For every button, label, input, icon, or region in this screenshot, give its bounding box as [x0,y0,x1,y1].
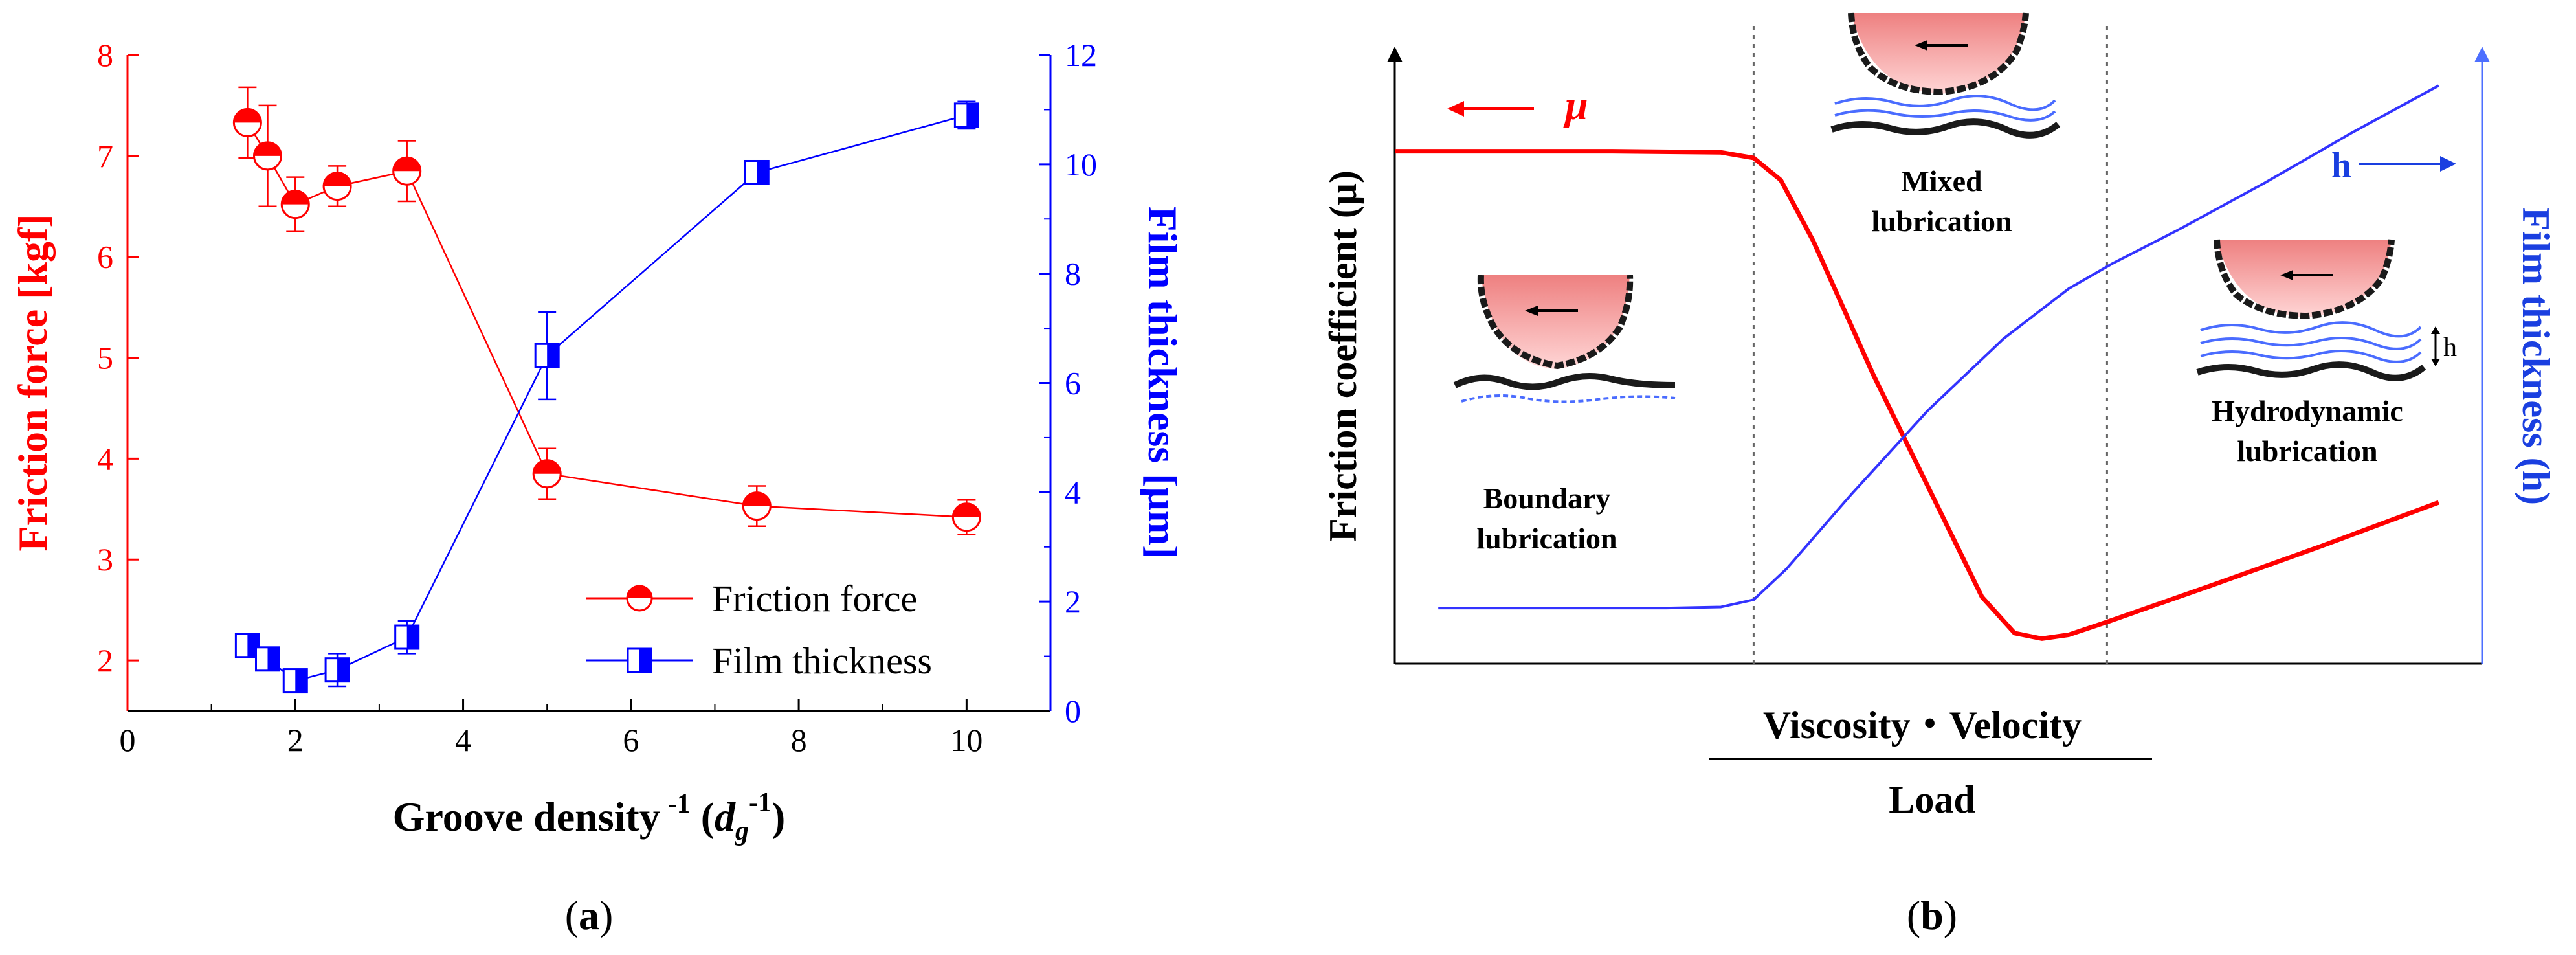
x-tick-label: 10 [950,722,983,758]
film-axis-ticks: 0 2 4 6 8 10 12 [1039,37,1097,729]
x-tick-label: 2 [287,722,304,758]
right-axis-arrow [2474,47,2490,62]
film-tick-label: 10 [1065,146,1097,183]
film-tick-label: 6 [1065,365,1081,401]
friction-point-fill [254,142,282,156]
film-tick-label: 8 [1065,256,1081,292]
x-tick-label: 8 [791,722,807,758]
film-point-fill [547,344,559,368]
friction-tick-label: 6 [97,239,113,275]
legend-item-film: Film thickness [586,640,932,682]
friction-tick-label: 3 [97,541,113,578]
friction-coefficient-curve [1395,149,2440,641]
friction-tick-label: 7 [97,138,113,174]
friction-point-fill [234,109,261,123]
friction-coefficient-axis-title: Friction coefficient (μ) [1322,170,1364,542]
film-point-fill [295,669,307,693]
hydrodynamic-schematic: h [2196,239,2457,381]
mu-direction-label: μ [1447,82,1588,128]
h-direction-label: h [2331,146,2456,186]
film-gap-label: h [2443,333,2457,363]
panel-a-caption: (a) [565,892,614,938]
legend-film-marker-fill [639,649,651,672]
film-tick-label: 4 [1065,474,1081,510]
film-point-fill [966,103,979,127]
friction-tick-label: 8 [97,37,113,73]
x-axis-title: Groove density -1 (dg-1) [393,788,786,846]
legend-friction-marker-fill [627,586,652,598]
mu-label: μ [1563,82,1588,128]
friction-point-fill [393,157,421,172]
x-axis-ticks: 0 2 4 6 8 10 [120,699,983,758]
x-axis-denominator: Load [1889,778,1975,821]
friction-point-fill [953,503,981,517]
boundary-schematic [1453,275,1676,403]
panel-a-series [232,86,981,694]
film-tick-label: 12 [1065,37,1097,73]
legend-friction-label: Friction force [712,578,917,620]
friction-point-fill [743,492,771,506]
friction-axis-title: Friction force [kgf] [10,214,56,551]
hydrodynamic-region-label: Hydrodynamic lubrication [2212,394,2403,467]
friction-tick-label: 5 [97,340,113,376]
left-axis-arrow [1387,47,1403,62]
film-point-fill [757,161,769,185]
mixed-region-label: Mixed lubrication [1871,164,2012,238]
x-tick-label: 0 [120,722,136,758]
legend: Friction force Film thickness [586,578,932,682]
film-point-fill [406,625,419,649]
film-point-fill [337,658,350,682]
film-tick-label: 0 [1065,693,1081,729]
film-thickness-axis-title: Film thickness (h) [2515,207,2557,505]
film-tick-label: 2 [1065,583,1081,620]
panel-b-chart: μ h [1322,12,2557,938]
film-thickness-curve [1438,84,2439,610]
panel-b-caption: (b) [1907,892,1957,938]
friction-point-fill [533,460,561,474]
friction-point-fill [324,172,351,186]
x-tick-label: 4 [455,722,471,758]
film-point-fill [267,647,280,671]
mixed-schematic [1830,12,2061,139]
legend-film-label: Film thickness [712,640,932,682]
friction-tick-label: 4 [97,440,113,477]
film-axis-title: Film thickness [μm] [1140,207,1186,559]
h-label: h [2331,146,2351,186]
x-axis-numerator: Viscosity・Velocity [1763,704,2082,747]
friction-line [247,122,967,519]
friction-point-fill [282,190,309,205]
legend-item-friction: Friction force [586,578,917,620]
friction-axis-ticks: 2 3 4 5 6 7 8 [97,37,139,679]
friction-tick-label: 2 [97,642,113,679]
panel-a-chart: 2 3 4 5 6 7 8 0 2 4 6 8 10 12 0 2 4 6 8 10 Friction force… [10,37,1186,938]
x-tick-label: 6 [623,722,639,758]
boundary-region-label: Boundary lubrication [1476,482,1617,555]
